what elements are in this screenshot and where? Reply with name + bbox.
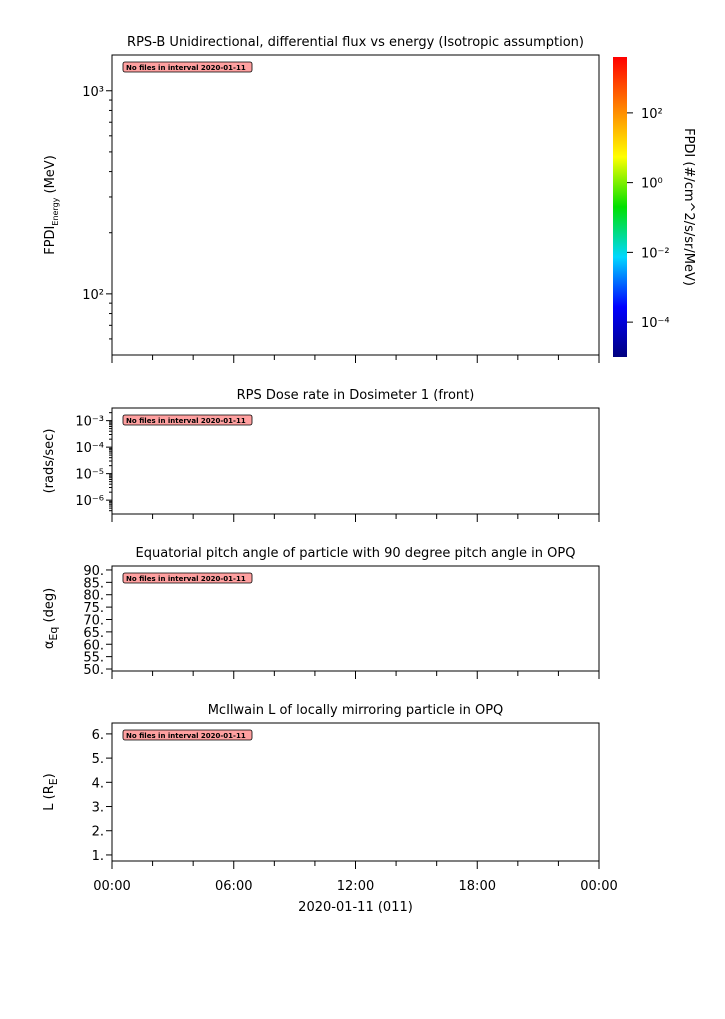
panel-title: Equatorial pitch angle of particle with … — [136, 546, 576, 561]
y-tick-label: 10⁻³ — [75, 415, 104, 430]
y-tick-label: 65. — [83, 626, 104, 641]
colorbar — [613, 57, 627, 357]
annotation-box — [122, 729, 253, 741]
annotation-box — [122, 61, 253, 73]
y-tick-label: 6. — [92, 728, 104, 743]
y-label-tail: (MeV) — [43, 155, 58, 197]
y-label-tail: ) — [42, 773, 57, 778]
y-tick-label: 70. — [83, 613, 104, 628]
y-tick-label: 50. — [83, 663, 104, 678]
x-tick-label: 18:00 — [459, 879, 496, 894]
annotation: No files in interval 2020-01-11 — [126, 732, 246, 740]
colorbar-tick-label: 10⁻⁴ — [641, 316, 670, 331]
y-tick-label: 55. — [83, 651, 104, 666]
panel-title: McIlwain L of locally mirroring particle… — [208, 703, 504, 718]
y-tick-label: 2. — [92, 825, 104, 840]
colorbar-label: FPDI (#/cm^2/s/sr/MeV) — [681, 128, 696, 286]
annotation: No files in interval 2020-01-11 — [126, 417, 246, 425]
annotation-box — [122, 572, 253, 584]
x-axis-label: 2020-01-11 (011) — [298, 900, 413, 915]
y-label-main: (rads/sec) — [42, 429, 57, 494]
plot-frame — [111, 54, 600, 356]
y-tick-label: 85. — [83, 576, 104, 591]
y-tick-label: 3. — [92, 801, 104, 816]
panel-title: RPS-B Unidirectional, differential flux … — [127, 35, 584, 50]
y-axis-label: αEq (deg) — [42, 588, 60, 649]
y-tick-label: 10² — [82, 288, 104, 303]
y-tick-label: 10⁻⁵ — [75, 468, 104, 483]
y-axis-label: L (RE) — [42, 773, 60, 811]
y-tick-label: 10⁻⁴ — [75, 441, 104, 456]
y-tick-label: 4. — [92, 776, 104, 791]
y-tick-label: 5. — [92, 752, 104, 767]
colorbar-tick-label: 10⁰ — [641, 177, 663, 192]
x-tick-label: 12:00 — [337, 879, 374, 894]
panel-title: RPS Dose rate in Dosimeter 1 (front) — [237, 388, 475, 403]
y-label-tail: (deg) — [42, 588, 57, 627]
colorbar-tick-label: 10² — [641, 107, 663, 122]
plot-frame — [111, 722, 600, 862]
x-tick-label: 00:00 — [93, 879, 130, 894]
y-tick-label: 1. — [92, 849, 104, 864]
annotation: No files in interval 2020-01-11 — [126, 64, 246, 72]
colorbar-tick-label: 10⁻² — [641, 246, 670, 261]
y-tick-label: 10³ — [82, 85, 104, 100]
y-label-main: L (R — [42, 785, 57, 810]
annotation-box — [122, 414, 253, 426]
y-tick-label: 60. — [83, 638, 104, 653]
y-tick-label: 10⁻⁶ — [75, 494, 104, 509]
y-tick-label: 75. — [83, 601, 104, 616]
y-label-main: FPDI — [43, 226, 58, 255]
x-tick-label: 00:00 — [580, 879, 617, 894]
y-axis-label: (rads/sec) — [42, 429, 57, 494]
annotation: No files in interval 2020-01-11 — [126, 575, 246, 583]
y-label-main: α — [42, 641, 57, 650]
y-axis-label: FPDIEnergy (MeV) — [43, 155, 60, 255]
y-tick-label: 80. — [83, 589, 104, 604]
y-label-sub: E — [47, 778, 60, 785]
y-tick-label: 90. — [83, 564, 104, 579]
y-label-sub: Eq — [47, 627, 60, 641]
y-label-sub: Energy — [51, 197, 60, 225]
x-tick-label: 06:00 — [215, 879, 252, 894]
